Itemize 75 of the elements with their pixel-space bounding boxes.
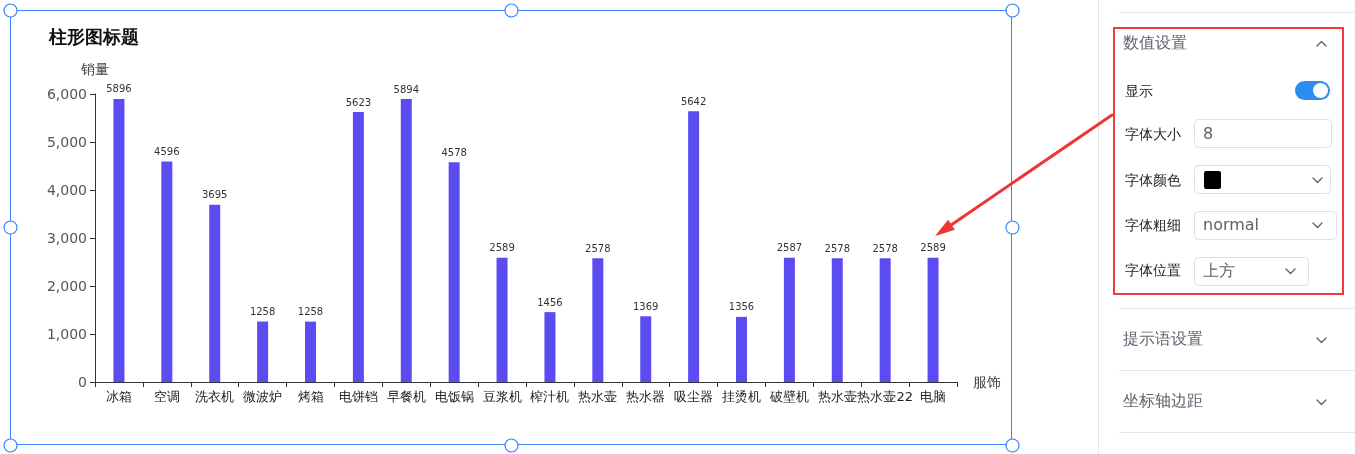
x-tick-label: 早餐机 bbox=[386, 389, 426, 404]
data-label: 1456 bbox=[537, 296, 563, 308]
y-axis-title: 销量 bbox=[80, 61, 109, 77]
data-label: 2578 bbox=[824, 242, 850, 254]
bar bbox=[113, 98, 125, 382]
text: 上方 bbox=[1203, 260, 1235, 282]
text: 8 bbox=[1203, 123, 1214, 145]
bar bbox=[640, 316, 652, 382]
bar bbox=[352, 112, 364, 382]
x-tick-label: 空调 bbox=[153, 389, 180, 404]
bar bbox=[496, 257, 508, 382]
y-tick-label: 2,000 bbox=[46, 278, 87, 294]
y-tick-label: 6,000 bbox=[46, 86, 87, 102]
x-tick-label: 洗衣机 bbox=[195, 389, 235, 404]
x-tick-label: 吸尘器 bbox=[674, 389, 714, 404]
y-tick-label: 4,000 bbox=[46, 182, 87, 198]
bar bbox=[544, 312, 556, 382]
data-label: 1258 bbox=[249, 306, 276, 318]
bar bbox=[161, 161, 173, 382]
y-tick-label: 3,000 bbox=[46, 230, 87, 246]
text: 坐标轴边距 bbox=[1123, 390, 1203, 412]
chart-title: 柱形图标题 bbox=[48, 25, 139, 47]
data-label: 2587 bbox=[776, 242, 803, 254]
bar bbox=[879, 258, 891, 382]
x-tick-label: 烤箱 bbox=[297, 389, 324, 404]
x-tick-label: 电饭锅 bbox=[434, 389, 474, 404]
x-tick-label: 热水壶 bbox=[578, 389, 618, 404]
y-tick-label: 5,000 bbox=[46, 134, 87, 150]
text: 字体颜色 bbox=[1125, 170, 1181, 190]
x-tick-label: 榨汁机 bbox=[530, 389, 570, 404]
bar bbox=[736, 316, 747, 382]
y-tick-label: 0 bbox=[78, 374, 87, 390]
bar bbox=[688, 111, 700, 382]
x-tick-label: 热水器 bbox=[626, 389, 666, 404]
data-label: 5896 bbox=[106, 83, 132, 95]
data-label: 5623 bbox=[345, 96, 372, 108]
text: 数值设置 bbox=[1123, 32, 1187, 54]
x-tick-label: 电脑 bbox=[920, 389, 947, 404]
x-tick-label: 挂烫机 bbox=[722, 389, 761, 404]
bar bbox=[831, 258, 843, 382]
x-tick-label: 热水壶 bbox=[817, 389, 857, 404]
x-tick-label: 豆浆机 bbox=[482, 389, 522, 404]
x-axis-title: 服饰 bbox=[973, 374, 1001, 390]
x-tick-label: 电饼铛 bbox=[338, 389, 378, 404]
bar bbox=[305, 321, 316, 382]
data-label: 1356 bbox=[728, 301, 755, 313]
x-tick-label: 破壁机 bbox=[768, 389, 809, 404]
text: 字体粗细 bbox=[1125, 215, 1181, 235]
data-label: 5894 bbox=[393, 83, 419, 95]
data-label: 2589 bbox=[920, 242, 946, 254]
data-label: 4596 bbox=[154, 145, 180, 157]
data-label: 5642 bbox=[680, 95, 707, 107]
bar bbox=[592, 258, 604, 382]
data-label: 3695 bbox=[202, 189, 228, 201]
text: 字体位置 bbox=[1125, 260, 1181, 280]
y-tick-label: 1,000 bbox=[46, 326, 87, 342]
text: normal bbox=[1203, 214, 1260, 236]
data-label: 1258 bbox=[297, 306, 324, 318]
bar bbox=[257, 321, 269, 382]
x-tick-label: 微波炉 bbox=[243, 389, 283, 404]
text: 字体大小 bbox=[1125, 124, 1181, 144]
bar bbox=[400, 99, 412, 382]
bar bbox=[783, 257, 795, 382]
x-tick-label: 热水壶22 bbox=[857, 389, 913, 404]
data-label: 2578 bbox=[872, 242, 898, 254]
x-tick-label: 冰箱 bbox=[105, 389, 132, 404]
data-label: 2589 bbox=[489, 242, 515, 254]
bar bbox=[209, 204, 221, 382]
data-label: 2578 bbox=[585, 242, 611, 254]
bar bbox=[448, 162, 460, 382]
bar bbox=[927, 257, 939, 382]
text: 显示 bbox=[1125, 81, 1153, 101]
data-label: 4578 bbox=[441, 146, 467, 158]
text: 提示语设置 bbox=[1123, 328, 1203, 350]
data-label: 1369 bbox=[633, 300, 659, 312]
